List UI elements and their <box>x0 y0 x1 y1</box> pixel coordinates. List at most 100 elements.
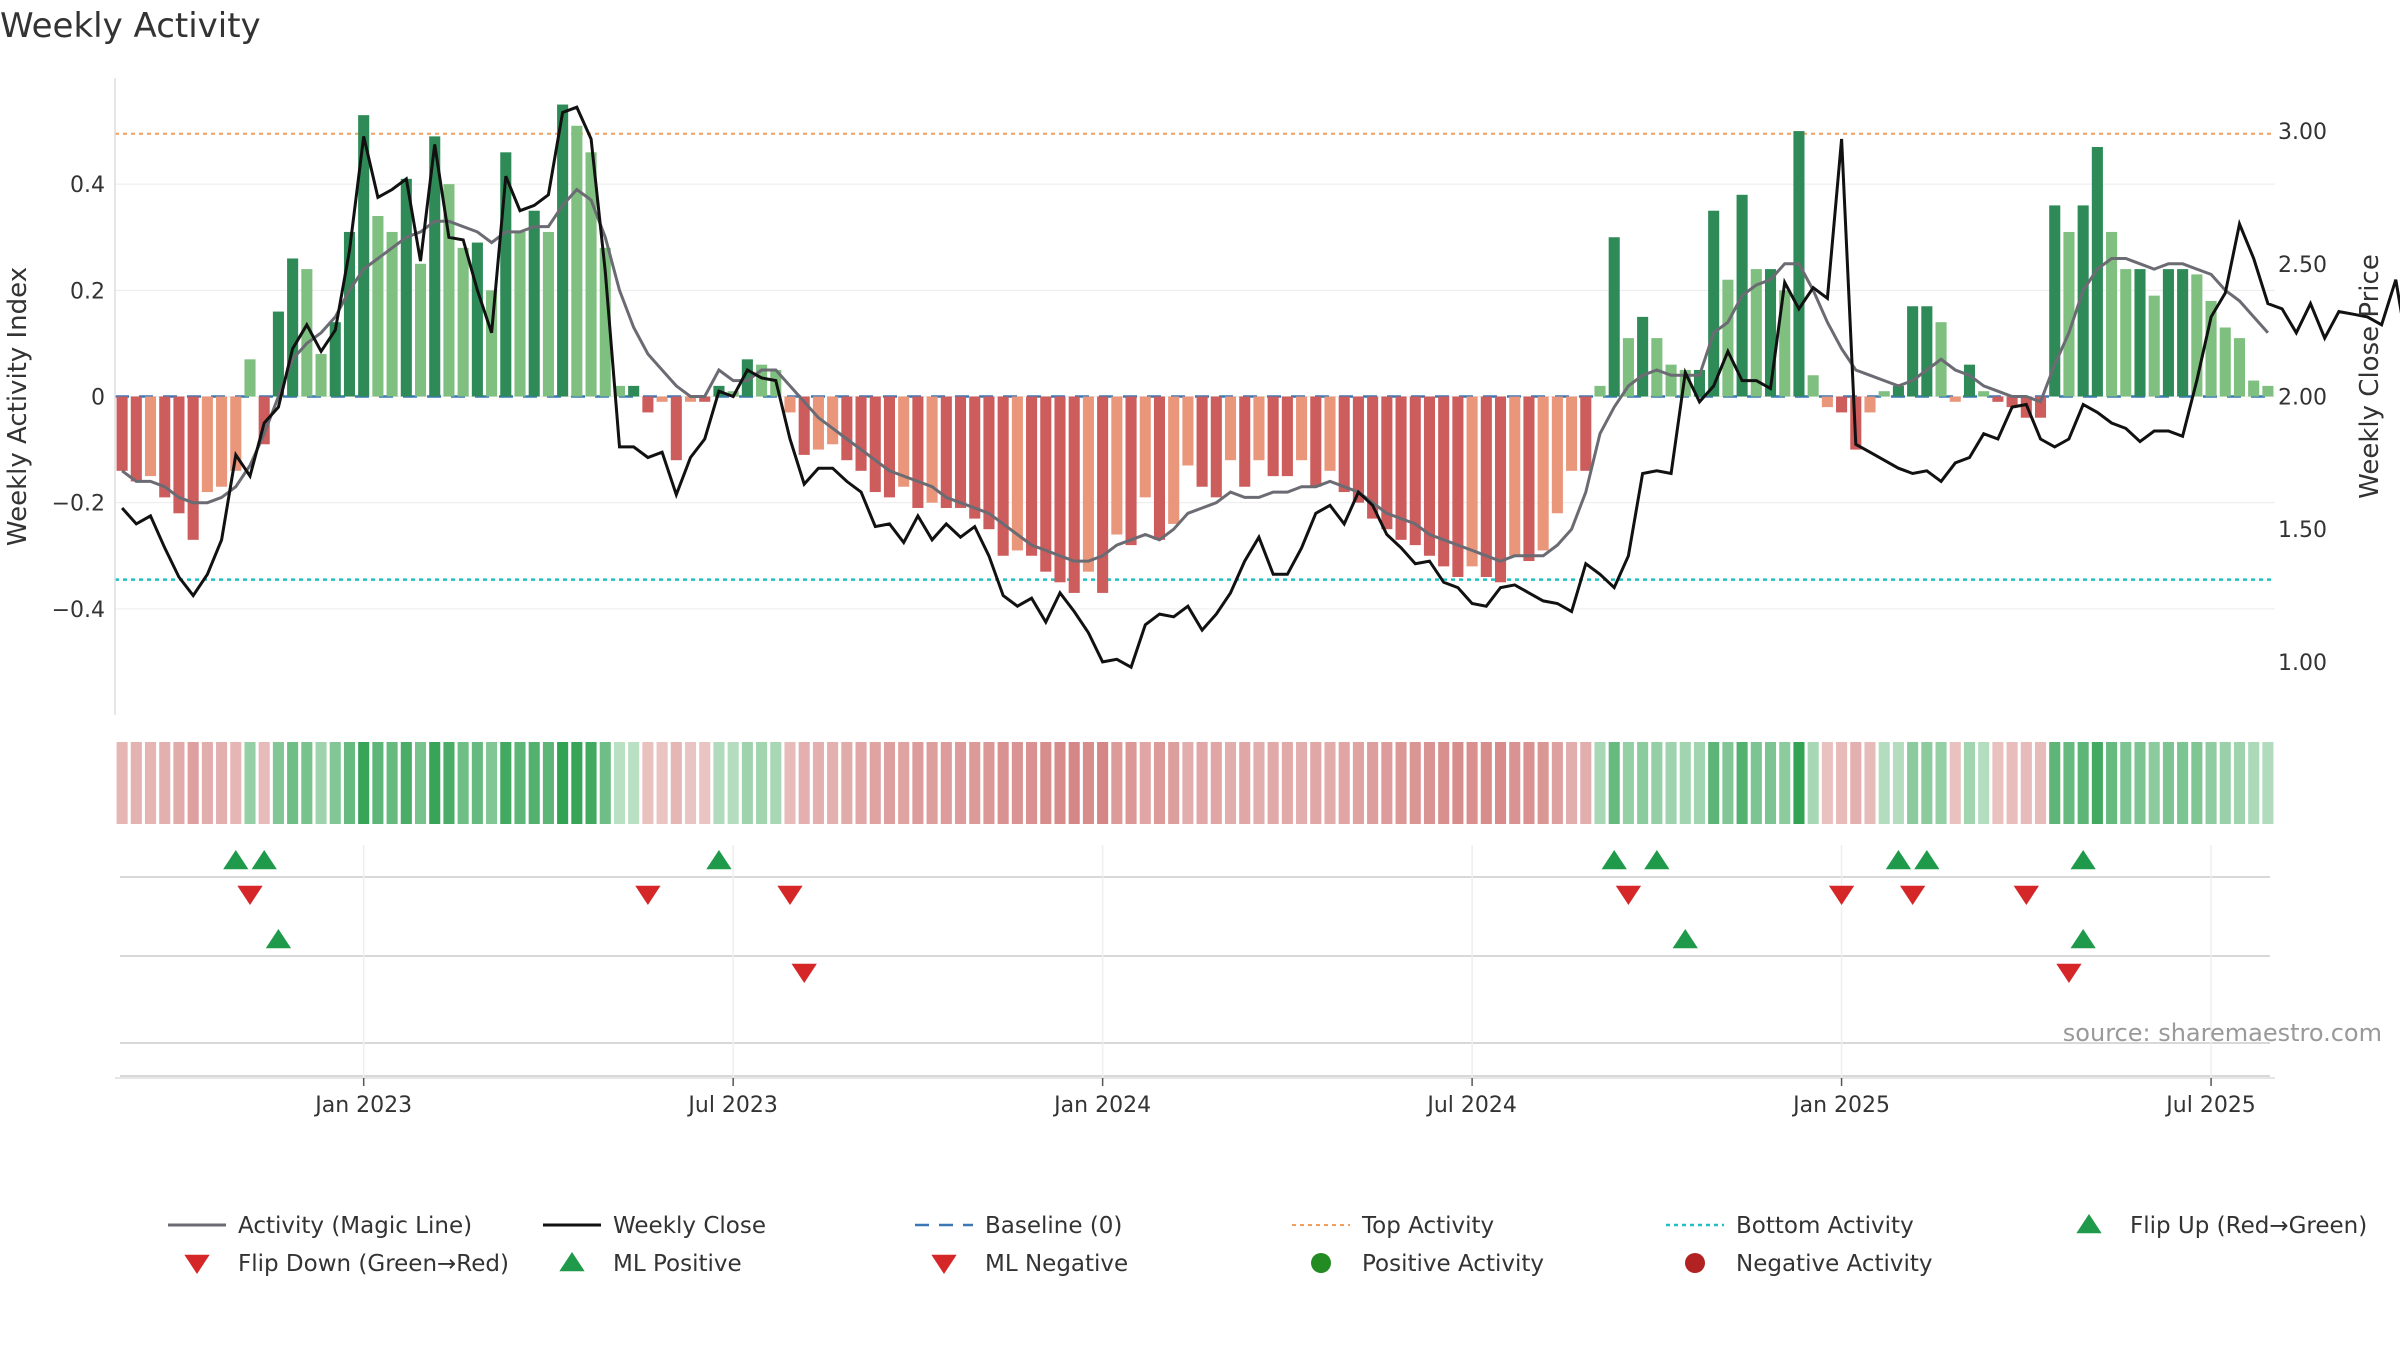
activity-bar <box>869 396 881 493</box>
activity-bar <box>1153 396 1166 540</box>
activity-bar <box>1523 396 1535 562</box>
activity-bar <box>514 231 526 397</box>
legend-label: Activity (Magic Line) <box>238 1213 472 1239</box>
flip-up-marker <box>2070 850 2096 870</box>
ml-negative-marker <box>791 963 817 983</box>
activity-bar <box>1907 306 1919 397</box>
activity-bar <box>1708 210 1720 397</box>
heat-cell <box>756 742 768 824</box>
heat-cell <box>883 742 896 824</box>
activity-bar <box>457 247 469 397</box>
heat-cell <box>2020 742 2032 824</box>
flip-up-marker <box>223 850 249 870</box>
right-tick-label: 2.00 <box>2278 386 2327 411</box>
activity-bar <box>1480 396 1492 577</box>
activity-bar <box>1750 269 1762 397</box>
heat-cell <box>557 742 569 824</box>
x-tick-label: Jul 2023 <box>686 1093 778 1118</box>
legend-item: Negative Activity <box>1685 1251 1933 1277</box>
magic-line <box>121 187 2270 563</box>
activity-bar <box>1807 375 1819 397</box>
flip-down-marker <box>2013 885 2039 905</box>
heat-cell <box>1054 742 1066 824</box>
activity-bar <box>1409 396 1421 546</box>
legend-item: ML Negative <box>931 1251 1128 1277</box>
legend-label: ML Negative <box>985 1251 1128 1277</box>
activity-bar <box>443 184 455 397</box>
activity-bar <box>372 216 384 397</box>
activity-bar <box>1779 290 1791 397</box>
weekly-close-line <box>120 105 2400 670</box>
activity-bar <box>1494 396 1507 583</box>
activity-bar <box>216 396 228 487</box>
activity-bar <box>2049 205 2061 397</box>
activity-bar <box>343 231 356 397</box>
heat-cell <box>1111 742 1123 824</box>
activity-bar <box>1665 364 1677 397</box>
activity-bar <box>1423 396 1436 556</box>
activity-bar <box>571 125 583 397</box>
activity-bar <box>144 396 157 477</box>
flip-down-marker <box>1615 885 1642 905</box>
activity-bar <box>1054 396 1066 583</box>
heat-cell <box>130 742 142 824</box>
heat-cell <box>528 742 540 824</box>
legend-label: Top Activity <box>1361 1213 1494 1239</box>
heat-cell <box>713 742 725 824</box>
heat-cell <box>1850 742 1862 824</box>
activity-bar <box>272 311 284 397</box>
activity-bar <box>983 396 995 530</box>
heat-cell <box>1324 742 1336 824</box>
legend-swatch <box>184 1254 210 1274</box>
flip-down-marker <box>237 885 263 905</box>
heat-cell <box>1949 742 1961 824</box>
activity-bar <box>2248 380 2260 397</box>
heat-cell <box>343 742 356 824</box>
activity-bar <box>940 396 952 508</box>
legend-label: Positive Activity <box>1362 1251 1544 1277</box>
heat-cell <box>1836 742 1848 824</box>
activity-bar <box>841 396 853 461</box>
legend-swatch <box>2076 1214 2102 1234</box>
activity-bar <box>1566 396 1578 471</box>
activity-bar <box>585 152 597 397</box>
heat-cell <box>2177 742 2189 824</box>
heat-cell <box>1210 742 1222 824</box>
flip-up-marker <box>1885 850 1912 870</box>
heat-cell <box>1523 742 1535 824</box>
heat-cell <box>272 742 284 824</box>
heat-cell <box>1438 742 1450 824</box>
heat-cell <box>2205 742 2217 824</box>
signal-rows <box>120 845 2270 1078</box>
heat-cell <box>400 742 412 824</box>
heat-cell <box>2162 742 2174 824</box>
activity-bar <box>400 178 412 397</box>
heat-cell <box>1224 742 1237 824</box>
activity-bar <box>827 396 839 445</box>
activity-bar <box>1452 396 1464 577</box>
activity-bar <box>1395 396 1407 540</box>
activity-bar <box>1551 396 1563 514</box>
activity-bar <box>2233 338 2246 397</box>
heat-cell <box>2148 742 2160 824</box>
activity-bar <box>1864 396 1876 413</box>
legend-item: Flip Down (Green→Red) <box>184 1251 509 1277</box>
heat-cell <box>514 742 526 824</box>
heat-cell <box>798 742 810 824</box>
activity-bar <box>301 269 313 397</box>
activity-bar <box>613 385 626 397</box>
heat-cell <box>2262 742 2274 824</box>
x-tick-label: Jul 2025 <box>2164 1093 2256 1118</box>
activity-bar <box>1949 396 1961 402</box>
activity-bar <box>1352 396 1364 503</box>
activity-bar <box>2034 396 2047 418</box>
activity-bar <box>258 396 270 445</box>
activity-bar <box>1594 385 1606 397</box>
activity-bar <box>812 396 824 450</box>
heat-cell <box>1566 742 1578 824</box>
activity-bar <box>1026 396 1038 556</box>
activity-bar <box>1281 396 1293 477</box>
heat-cell <box>997 742 1009 824</box>
heat-cell <box>812 742 824 824</box>
heat-cell <box>1409 742 1421 824</box>
